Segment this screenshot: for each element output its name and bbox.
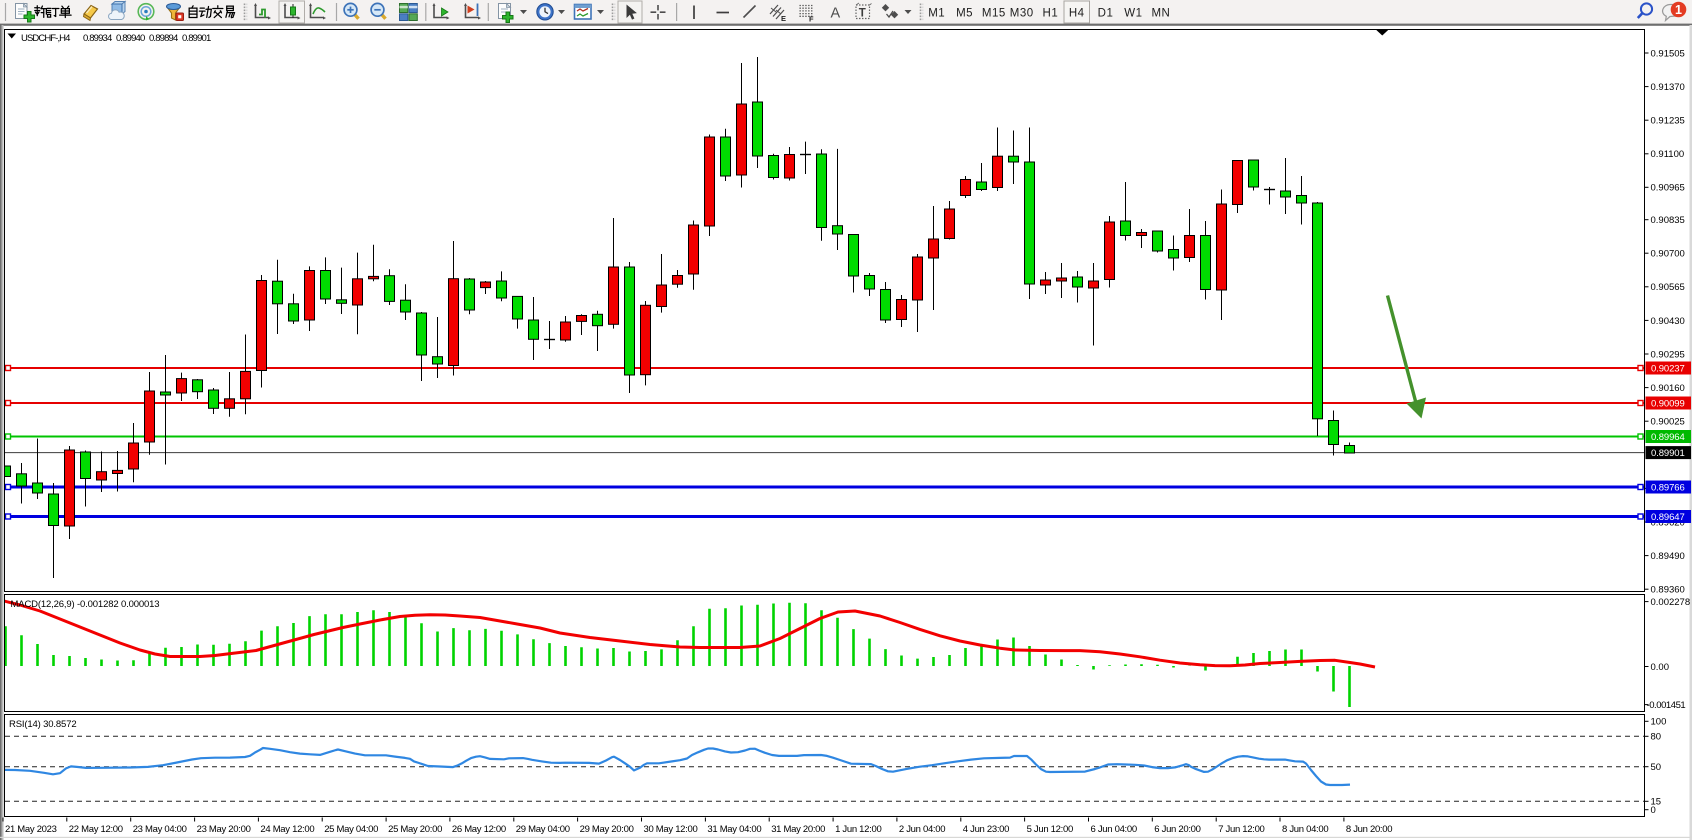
svg-text:29 May 04:00: 29 May 04:00 — [516, 824, 570, 835]
svg-text:0.90700: 0.90700 — [1651, 249, 1685, 260]
svg-text:29 May 20:00: 29 May 20:00 — [580, 824, 634, 835]
svg-text:F: F — [809, 15, 814, 24]
svg-text:4 Jun 23:00: 4 Jun 23:00 — [963, 824, 1009, 835]
svg-text:30 May 12:00: 30 May 12:00 — [644, 824, 698, 835]
svg-text:RSI(14) 30.8572: RSI(14) 30.8572 — [9, 719, 76, 730]
svg-text:0.91100: 0.91100 — [1651, 149, 1685, 160]
svg-text:0.89894: 0.89894 — [149, 33, 178, 44]
svg-text:0.90965: 0.90965 — [1651, 183, 1685, 194]
svg-text:15: 15 — [1651, 797, 1662, 808]
svg-text:1: 1 — [1675, 3, 1682, 17]
svg-text:26 May 12:00: 26 May 12:00 — [452, 824, 506, 835]
svg-text:0.91505: 0.91505 — [1651, 48, 1685, 59]
svg-text:8 Jun 04:00: 8 Jun 04:00 — [1282, 824, 1328, 835]
svg-text:0.91235: 0.91235 — [1651, 116, 1685, 127]
svg-text:25 May 04:00: 25 May 04:00 — [324, 824, 378, 835]
svg-text:6 Jun 20:00: 6 Jun 20:00 — [1154, 824, 1200, 835]
svg-text:23 May 04:00: 23 May 04:00 — [133, 824, 187, 835]
svg-text:21 May 2023: 21 May 2023 — [5, 824, 57, 835]
svg-text:0.90295: 0.90295 — [1651, 349, 1685, 360]
svg-text:22 May 12:00: 22 May 12:00 — [69, 824, 123, 835]
svg-text:7 Jun 12:00: 7 Jun 12:00 — [1218, 824, 1264, 835]
svg-text:0.90160: 0.90160 — [1651, 383, 1685, 394]
svg-text:5 Jun 12:00: 5 Jun 12:00 — [1027, 824, 1073, 835]
svg-text:H4: H4 — [1069, 8, 1085, 20]
svg-text:0.89766: 0.89766 — [1651, 483, 1685, 494]
svg-text:T: T — [859, 8, 866, 20]
svg-text:0.90099: 0.90099 — [1651, 399, 1685, 410]
svg-text:0: 0 — [1651, 805, 1656, 816]
svg-text:80: 80 — [1651, 732, 1662, 743]
svg-text:M15: M15 — [982, 8, 1006, 20]
svg-text:0.89901: 0.89901 — [182, 33, 211, 44]
svg-text:100: 100 — [1651, 717, 1667, 728]
svg-text:0.90025: 0.90025 — [1651, 417, 1685, 428]
svg-text:31 May 04:00: 31 May 04:00 — [707, 824, 761, 835]
svg-text:MN: MN — [1151, 8, 1170, 20]
svg-text:0.90835: 0.90835 — [1651, 215, 1685, 226]
svg-text:0.00: 0.00 — [1651, 662, 1670, 673]
svg-text:31 May 20:00: 31 May 20:00 — [771, 824, 825, 835]
svg-text:23 May 20:00: 23 May 20:00 — [197, 824, 251, 835]
svg-text:0.002278: 0.002278 — [1651, 597, 1691, 608]
svg-text:0.90430: 0.90430 — [1651, 316, 1685, 327]
svg-text:24 May 12:00: 24 May 12:00 — [260, 824, 314, 835]
svg-text:D1: D1 — [1098, 8, 1114, 20]
svg-text:0.89964: 0.89964 — [1651, 432, 1685, 443]
svg-text:50: 50 — [1651, 762, 1662, 773]
svg-text:E: E — [781, 14, 786, 23]
svg-text:M5: M5 — [956, 8, 973, 20]
svg-text:0.90237: 0.90237 — [1651, 364, 1685, 375]
svg-text:M30: M30 — [1010, 8, 1034, 20]
svg-text:2 Jun 04:00: 2 Jun 04:00 — [899, 824, 945, 835]
svg-text:A: A — [831, 6, 841, 22]
svg-text:0.89490: 0.89490 — [1651, 551, 1685, 562]
svg-text:0.89901: 0.89901 — [1651, 448, 1685, 459]
svg-text:0.89934: 0.89934 — [83, 33, 112, 44]
svg-text:0.90565: 0.90565 — [1651, 282, 1685, 293]
svg-text:0.89940: 0.89940 — [116, 33, 145, 44]
svg-text:1 Jun 12:00: 1 Jun 12:00 — [835, 824, 881, 835]
svg-text:MACD(12,26,9) -0.001282 0.0000: MACD(12,26,9) -0.001282 0.000013 — [11, 599, 160, 610]
svg-text:0.91370: 0.91370 — [1651, 82, 1685, 93]
svg-text:6 Jun 04:00: 6 Jun 04:00 — [1091, 824, 1137, 835]
svg-text:M1: M1 — [928, 8, 945, 20]
svg-text:W1: W1 — [1124, 8, 1142, 20]
svg-text:H1: H1 — [1043, 8, 1059, 20]
svg-text:8 Jun 20:00: 8 Jun 20:00 — [1346, 824, 1392, 835]
svg-text:-0.001451: -0.001451 — [1647, 700, 1686, 711]
svg-text:0.89647: 0.89647 — [1651, 512, 1685, 523]
svg-text:0.89360: 0.89360 — [1651, 585, 1685, 596]
svg-text:USDCHF-,H4: USDCHF-,H4 — [21, 33, 70, 44]
svg-text:25 May 20:00: 25 May 20:00 — [388, 824, 442, 835]
